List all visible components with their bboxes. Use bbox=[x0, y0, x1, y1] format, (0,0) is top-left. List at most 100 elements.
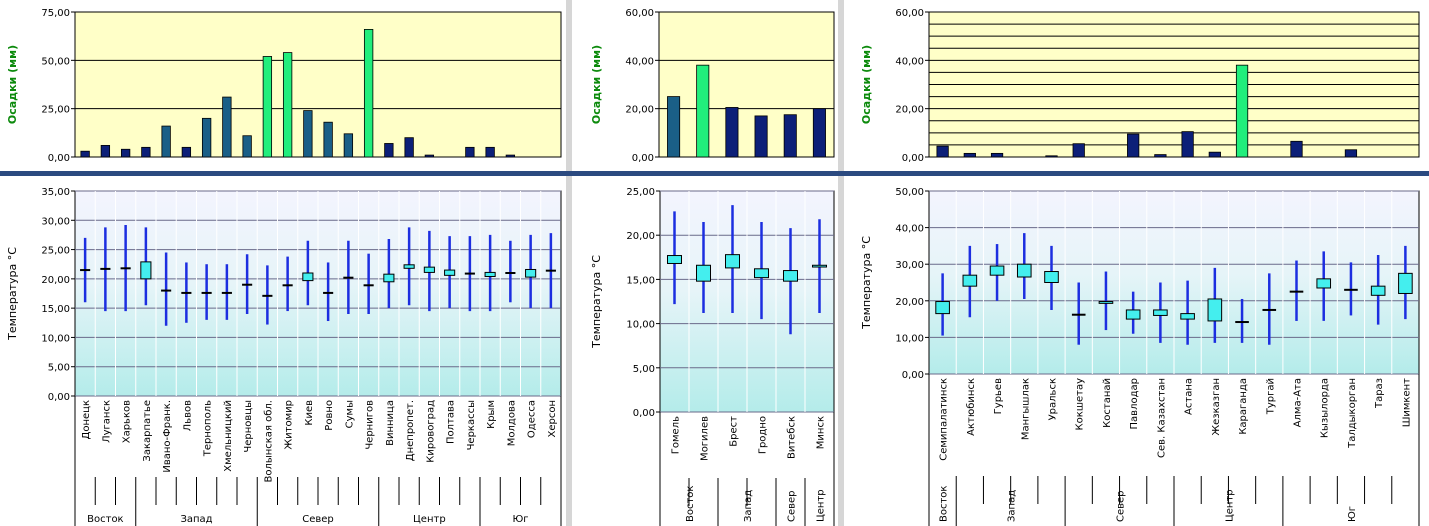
category-label: Черновцы bbox=[243, 400, 254, 453]
box bbox=[302, 272, 314, 282]
category-label: Тернополь bbox=[203, 400, 214, 457]
group-label: Запад bbox=[180, 514, 212, 525]
y-tick-label: 0,00 bbox=[48, 153, 70, 164]
category-label: Гродно bbox=[758, 416, 769, 454]
box bbox=[140, 261, 152, 280]
box bbox=[383, 273, 395, 283]
bar bbox=[1344, 149, 1358, 158]
group-label: Восток bbox=[939, 486, 950, 522]
bar bbox=[783, 114, 797, 158]
box bbox=[1207, 298, 1223, 322]
y-tick-label: 20,00 bbox=[626, 231, 655, 242]
bar bbox=[282, 52, 293, 158]
category-label: Минск bbox=[816, 416, 827, 449]
bar bbox=[120, 148, 131, 158]
category-label: Уральск bbox=[1048, 378, 1059, 420]
bar bbox=[725, 107, 739, 158]
bar bbox=[161, 125, 171, 158]
y-tick-label: 0,00 bbox=[48, 392, 70, 403]
bar bbox=[1127, 133, 1140, 158]
box bbox=[1044, 271, 1059, 283]
box bbox=[525, 268, 537, 278]
box bbox=[725, 254, 740, 269]
category-label: Жезказган bbox=[1211, 378, 1222, 436]
category-label: Луганск bbox=[101, 400, 112, 443]
y-tick-label: 60,00 bbox=[895, 8, 924, 19]
bar bbox=[363, 28, 374, 158]
category-label: Чернигов bbox=[365, 400, 376, 450]
bar bbox=[485, 146, 495, 158]
category-label: Житомир bbox=[284, 400, 295, 450]
bar bbox=[465, 146, 475, 158]
box bbox=[1016, 263, 1032, 278]
category-label: Астана bbox=[1184, 378, 1195, 415]
y-tick-label: 15,00 bbox=[41, 304, 70, 315]
y-tick-label: 25,00 bbox=[41, 246, 70, 257]
ukraine-precip-plot-area bbox=[74, 11, 562, 158]
y-tick-label: 0,00 bbox=[632, 153, 654, 164]
ukraine-temp-chart: 0,00 5,00 10,00 15,00 20,00 25,00 30,00 35,00 Те… bbox=[6, 187, 562, 526]
category-label: Киев bbox=[304, 400, 315, 426]
charts-root: 0,00 25,00 50,00 75,00 Осадки (мм) 0,00 20,00 4… bbox=[6, 8, 1420, 526]
category-label: Шимкент bbox=[1401, 378, 1412, 427]
bar bbox=[1154, 154, 1167, 158]
panel-divider-right bbox=[838, 0, 844, 526]
bar bbox=[141, 146, 151, 158]
category-label: Витебск bbox=[787, 416, 798, 459]
category-label: Гурьев bbox=[993, 378, 1004, 414]
ukraine-precip-chart: 0,00 25,00 50,00 75,00 Осадки (мм) bbox=[6, 8, 562, 164]
bar bbox=[963, 152, 976, 158]
group-label: Центр bbox=[1224, 489, 1235, 522]
bar bbox=[222, 96, 232, 158]
box bbox=[1370, 285, 1386, 296]
bar bbox=[404, 137, 414, 158]
box bbox=[403, 264, 415, 269]
box bbox=[423, 266, 435, 273]
bar bbox=[1045, 155, 1058, 158]
belarus-temp-chart: 0,00 5,00 10,00 15,00 20,00 25,00 Температура … bbox=[590, 187, 835, 526]
category-label: Актюбинск bbox=[966, 378, 977, 436]
y-tick-label: 40,00 bbox=[895, 56, 924, 67]
category-label: Кокшетау bbox=[1075, 378, 1086, 431]
group-label: Восток bbox=[87, 514, 123, 525]
y-tick-label: 10,00 bbox=[626, 320, 655, 331]
y-axis-label: Температура °С bbox=[860, 236, 873, 330]
category-label: Закарпатье bbox=[142, 400, 153, 462]
group-label: Восток bbox=[685, 486, 696, 522]
category-label: Волынская обл. bbox=[263, 400, 274, 483]
group-label: Север bbox=[1116, 490, 1127, 522]
category-label: Павлодар bbox=[1129, 378, 1140, 429]
y-tick-label: 10,00 bbox=[41, 333, 70, 344]
category-label: Хмельницкий bbox=[223, 400, 234, 472]
y-tick-label: 35,00 bbox=[41, 187, 70, 198]
box bbox=[1098, 301, 1114, 304]
y-tick-label: 10,00 bbox=[895, 333, 924, 344]
category-label: Молдова bbox=[506, 400, 517, 446]
y-tick-label: 75,00 bbox=[41, 8, 70, 19]
bar bbox=[754, 115, 768, 158]
belarus-precip-chart: 0,00 20,00 40,00 60,00 Осадки (мм) bbox=[590, 8, 835, 164]
bar bbox=[323, 121, 333, 158]
bar bbox=[424, 154, 435, 158]
box bbox=[962, 274, 978, 287]
category-label: Сумы bbox=[344, 400, 355, 428]
box bbox=[812, 264, 827, 268]
bar bbox=[667, 96, 681, 158]
box bbox=[696, 264, 711, 282]
category-label: Тургай bbox=[1265, 378, 1276, 415]
category-label: Полтава bbox=[446, 400, 457, 444]
y-axis-label: Осадки (мм) bbox=[860, 45, 873, 124]
bar bbox=[696, 64, 710, 158]
bar bbox=[343, 133, 354, 158]
y-tick-label: 30,00 bbox=[41, 216, 70, 227]
bar bbox=[303, 110, 313, 158]
bar bbox=[384, 143, 394, 158]
kazakhstan-precip-chart: 0,00 20,00 40,00 60,00 Осадки (мм) bbox=[860, 8, 1420, 164]
y-axis-label: Осадки (мм) bbox=[6, 45, 19, 124]
category-label: Ровно bbox=[324, 400, 335, 431]
category-label: Брест bbox=[729, 416, 740, 447]
y-tick-label: 20,00 bbox=[895, 105, 924, 116]
bar bbox=[1181, 131, 1194, 158]
box bbox=[935, 301, 950, 315]
